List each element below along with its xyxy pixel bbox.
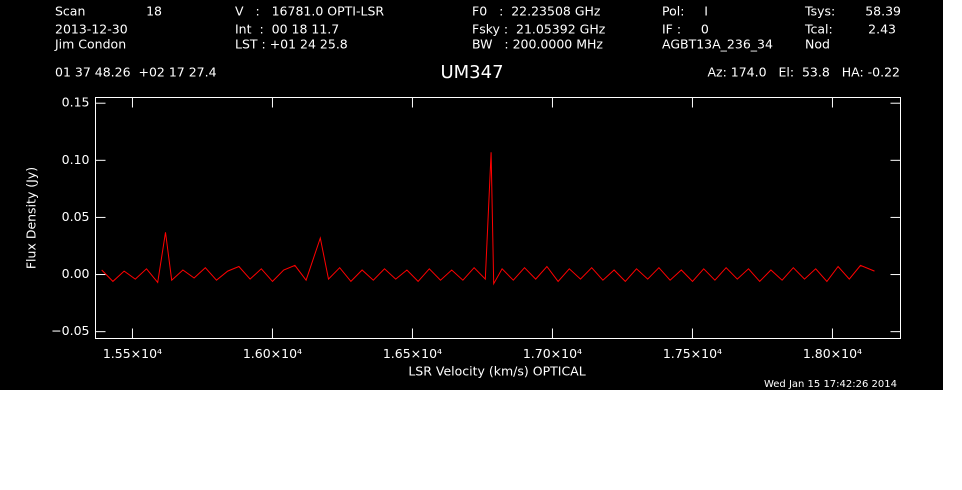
- y-tick-label: 0.15: [62, 95, 90, 110]
- x-tick-label: 1.70×10⁴: [523, 346, 582, 361]
- plot-background: [0, 0, 943, 390]
- x-tick-label: 1.80×10⁴: [803, 346, 862, 361]
- header-field: Az: 174.0 El: 53.8 HA: -0.22: [707, 65, 900, 80]
- header-field: Int : 00 18 11.7: [235, 22, 339, 37]
- header-field: 01 37 48.26 +02 17 27.4: [55, 65, 217, 80]
- header-field: Nod: [805, 37, 830, 52]
- header-field: 2013-12-30: [55, 22, 128, 37]
- x-tick-label: 1.60×10⁴: [243, 346, 302, 361]
- y-tick-label: 0.10: [62, 152, 90, 167]
- header-field: BW : 200.0000 MHz: [472, 37, 603, 52]
- y-tick-label: 0.05: [62, 209, 90, 224]
- timestamp: Wed Jan 15 17:42:26 2014: [764, 379, 897, 390]
- x-axis-label: LSR Velocity (km/s) OPTICAL: [408, 364, 585, 379]
- x-tick-label: 1.55×10⁴: [103, 346, 162, 361]
- header-field: 2.43: [868, 22, 896, 37]
- header-field: 18: [146, 4, 162, 19]
- y-tick-label: 0.00: [62, 266, 90, 281]
- header-field: IF : 0: [662, 22, 709, 37]
- header-field: V : 16781.0 OPTI-LSR: [235, 4, 384, 19]
- y-axis-label: Flux Density (Jy): [24, 167, 39, 269]
- header-field: AGBT13A_236_34: [662, 37, 773, 52]
- plot-frame: [95, 97, 901, 339]
- y-tick-label: −0.05: [51, 323, 89, 338]
- header-field: Scan: [55, 4, 85, 19]
- header-field: Jim Condon: [54, 37, 126, 52]
- header-field: LST : +01 24 25.8: [235, 37, 348, 52]
- header-field: 58.39: [865, 4, 901, 19]
- header-field: Pol: I: [662, 4, 708, 19]
- x-tick-label: 1.75×10⁴: [663, 346, 722, 361]
- header-field: F0 : 22.23508 GHz: [472, 4, 601, 19]
- header-field: Tcal:: [804, 22, 833, 37]
- spectrum-line: [101, 152, 875, 286]
- chart-title: UM347: [440, 62, 503, 83]
- header-field: Fsky : 21.05392 GHz: [472, 22, 606, 37]
- header-field: Tsys:: [804, 4, 835, 19]
- x-tick-label: 1.65×10⁴: [383, 346, 442, 361]
